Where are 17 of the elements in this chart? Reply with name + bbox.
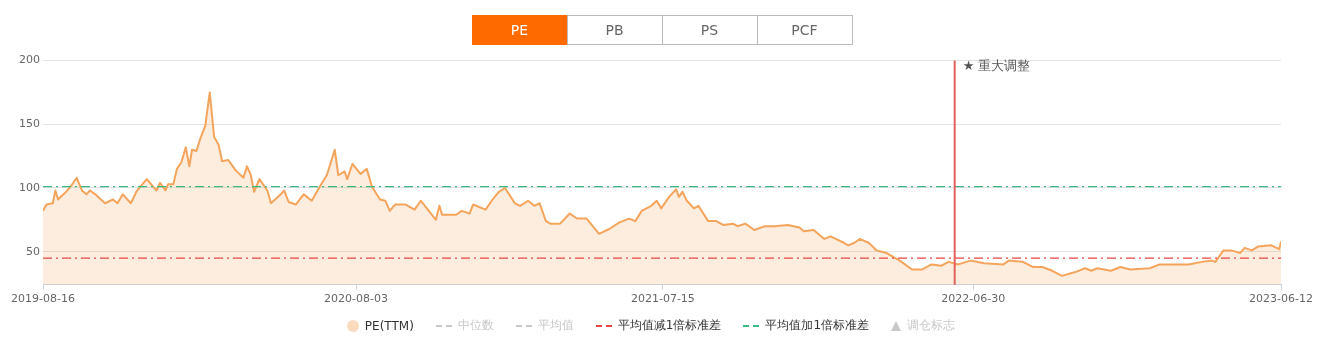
legend-label: 平均值减1倍标准差	[617, 317, 722, 334]
x-tick-label: 2019-08-16	[11, 292, 75, 306]
x-tick-label: 2020-08-03	[324, 292, 389, 306]
text: PS	[661, 15, 758, 45]
x-tick-label: 2022-06-30	[941, 292, 1006, 306]
x-tick-label: 2023-06-12	[1249, 292, 1314, 306]
y-tick-label: 100	[19, 180, 40, 194]
y-tick-label: 200	[19, 53, 40, 67]
y-tick-label: 50	[26, 244, 40, 258]
y-tick-label: 150	[19, 117, 40, 131]
legend-label: PE(TTM)	[364, 318, 414, 333]
text: PB	[566, 15, 663, 45]
legend-label: 平均值加1倍标准差	[765, 317, 870, 334]
x-tick-label: 2021-07-15	[630, 292, 695, 306]
text: PE	[471, 15, 568, 45]
ref-line-label: ★ 重大调整	[962, 57, 1031, 73]
text: PCF	[756, 15, 853, 45]
